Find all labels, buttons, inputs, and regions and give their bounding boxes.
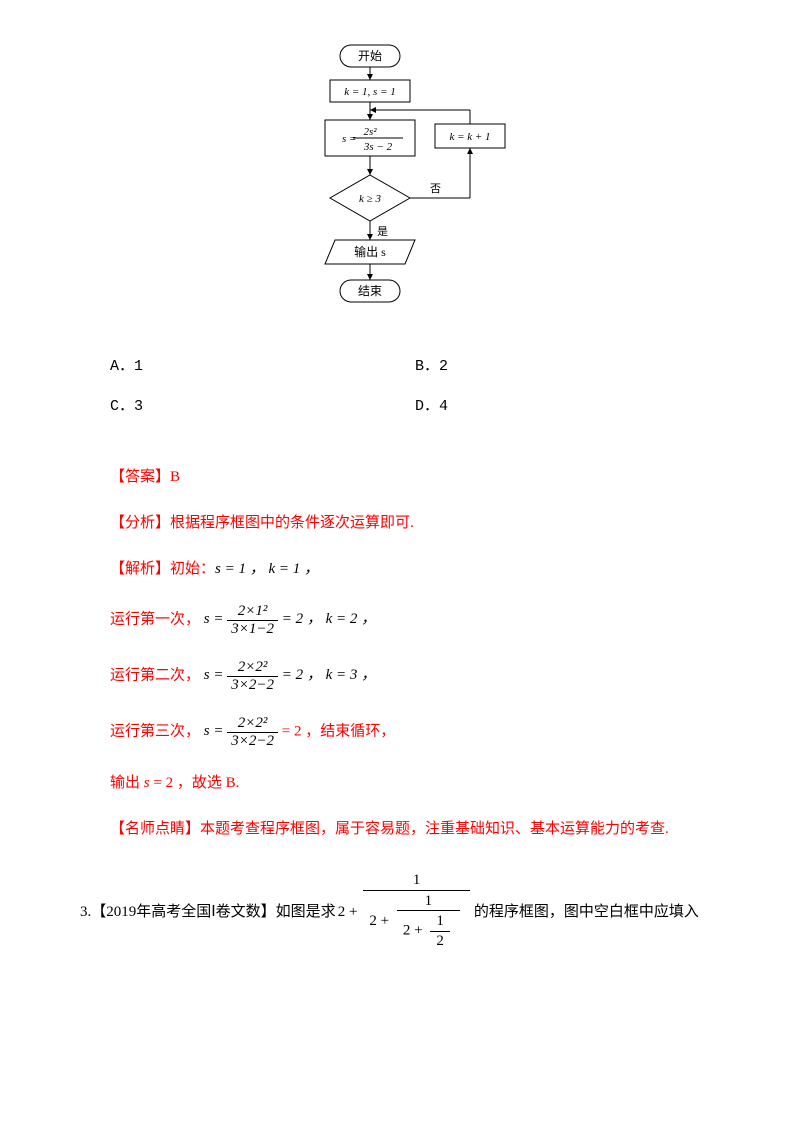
step2-post: = 2 ， k = 3 ，: [278, 667, 376, 683]
step3-den: 3×2−2: [227, 733, 278, 750]
analysis-text: 根据程序框图中的条件逐次运算即可.: [170, 515, 414, 531]
flowchart: 开始 k = 1, s = 1 2s² s = 3s − 2 k = k + 1…: [80, 40, 720, 325]
q3-inner: 2 +: [403, 922, 426, 938]
solution-init-vals: s = 1 ， k = 1 ，: [215, 561, 319, 577]
step2-label: 运行第二次，: [110, 667, 200, 683]
step3-label: 运行第三次，: [110, 723, 200, 739]
step2-den: 3×2−2: [227, 677, 278, 694]
solution-init: 【解析】初始：s = 1 ， k = 1 ，: [110, 557, 720, 581]
step1-pre: s =: [204, 611, 227, 627]
svg-text:2s²: 2s²: [363, 126, 377, 138]
q3-suffix: 的程序框图，图中空白框中应填入: [474, 900, 699, 924]
answer-line: 【答案】B: [110, 465, 720, 489]
solution-init-text: 初始：: [170, 561, 215, 577]
step3-post: = 2 ，结束循环，: [278, 723, 395, 739]
analysis-line: 【分析】根据程序框图中的条件逐次运算即可.: [110, 511, 720, 535]
analysis-label: 【分析】: [110, 515, 170, 531]
options-block: A．1 B．2 C．3 D．4: [110, 355, 720, 435]
solution-step3: 运行第三次， s = 2×2²3×2−2 = 2 ，结束循环，: [110, 715, 720, 749]
option-c: C．3: [110, 395, 415, 419]
q3-2plus: 2 +: [338, 900, 358, 924]
label-no: 否: [430, 183, 441, 195]
option-b: B．2: [415, 355, 720, 379]
node-start: 开始: [358, 49, 382, 63]
step3-pre: s =: [204, 723, 227, 739]
option-d: D．4: [415, 395, 720, 419]
step1-num: 2×1²: [227, 603, 278, 621]
flowchart-svg: 开始 k = 1, s = 1 2s² s = 3s − 2 k = k + 1…: [285, 40, 515, 325]
label-yes: 是: [377, 225, 388, 238]
teacher-note: 【名师点睛】本题考查程序框图，属于容易题，注重基础知识、基本运算能力的考查.: [110, 817, 720, 841]
svg-text:s =: s =: [342, 133, 356, 145]
node-decision: k ≥ 3: [359, 193, 381, 205]
solution-output: 输出 s = 2 ，故选 B.: [110, 771, 720, 795]
step1-den: 3×1−2: [227, 621, 278, 638]
step2-pre: s =: [204, 667, 227, 683]
node-output: 输出 s: [354, 244, 386, 259]
solution-choice: 故选 B.: [192, 775, 240, 791]
step2-num: 2×2²: [227, 659, 278, 677]
step1-label: 运行第一次，: [110, 611, 200, 627]
step1-post: = 2 ， k = 2 ，: [278, 611, 376, 627]
node-init: k = 1, s = 1: [344, 86, 396, 98]
solution-step2: 运行第二次， s = 2×2²3×2−2 = 2 ， k = 3 ，: [110, 659, 720, 693]
question-3: 3.【2019年高考全国Ⅰ卷文数】如图是求 2 + 1 2 + 1 2 + 1 …: [80, 871, 720, 952]
solution-label: 【解析】: [110, 561, 170, 577]
option-a: A．1: [110, 355, 415, 379]
answer-value: B: [170, 469, 180, 485]
q3-prefix: 3.【2019年高考全国Ⅰ卷文数】如图是求: [80, 900, 336, 924]
q3-d3: 2: [430, 932, 450, 951]
q3-frac: 1 2 + 1 2 + 1 2: [363, 871, 469, 952]
svg-text:3s − 2: 3s − 2: [363, 141, 393, 153]
answer-label: 【答案】: [110, 469, 170, 485]
teacher-label: 【名师点睛】: [110, 821, 200, 837]
node-increment: k = k + 1: [449, 131, 490, 143]
q3-n3: 1: [430, 912, 450, 932]
teacher-text: 本题考查程序框图，属于容易题，注重基础知识、基本运算能力的考查.: [200, 821, 669, 837]
solution-step1: 运行第一次， s = 2×1²3×1−2 = 2 ， k = 2 ，: [110, 603, 720, 637]
q3-n1: 1: [363, 871, 469, 891]
node-end: 结束: [358, 284, 382, 298]
q3-mid: 2 +: [369, 913, 392, 929]
step3-num: 2×2²: [227, 715, 278, 733]
q3-n2: 1: [397, 892, 460, 912]
